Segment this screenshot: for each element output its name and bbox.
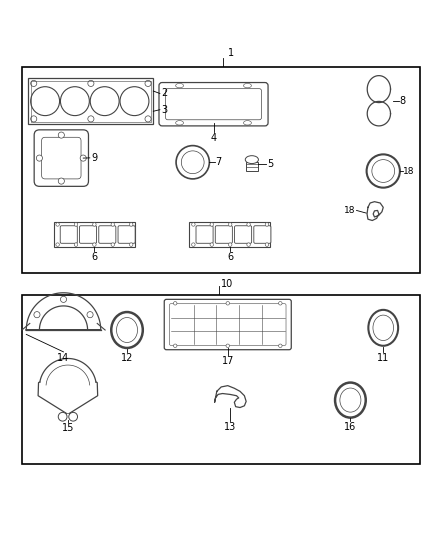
Circle shape	[93, 223, 96, 226]
Circle shape	[247, 223, 251, 226]
FancyBboxPatch shape	[99, 226, 116, 243]
Ellipse shape	[117, 318, 138, 343]
Text: 14: 14	[57, 353, 70, 363]
Circle shape	[58, 132, 64, 138]
Circle shape	[226, 344, 230, 348]
FancyBboxPatch shape	[60, 226, 77, 243]
Text: 13: 13	[224, 422, 236, 432]
Text: 9: 9	[91, 153, 97, 163]
Circle shape	[210, 223, 214, 226]
Text: 3: 3	[161, 104, 167, 115]
Circle shape	[265, 243, 269, 246]
Circle shape	[58, 413, 67, 421]
Circle shape	[229, 243, 232, 246]
Circle shape	[111, 243, 114, 246]
Circle shape	[367, 155, 400, 188]
Ellipse shape	[245, 156, 258, 164]
FancyBboxPatch shape	[254, 226, 271, 243]
Circle shape	[247, 243, 251, 246]
Bar	[246, 162, 258, 171]
Circle shape	[192, 243, 195, 246]
Ellipse shape	[176, 120, 184, 125]
Ellipse shape	[368, 310, 398, 346]
Bar	[189, 222, 270, 247]
FancyBboxPatch shape	[118, 226, 135, 243]
Circle shape	[74, 223, 78, 226]
Circle shape	[279, 344, 282, 348]
Circle shape	[69, 413, 78, 421]
Text: 11: 11	[377, 353, 389, 363]
Ellipse shape	[335, 383, 366, 418]
Circle shape	[36, 155, 42, 161]
Text: 6: 6	[91, 253, 97, 262]
Circle shape	[192, 223, 195, 226]
FancyBboxPatch shape	[196, 226, 213, 243]
Bar	[22, 295, 420, 464]
Circle shape	[265, 223, 269, 226]
Circle shape	[279, 302, 282, 305]
Circle shape	[176, 146, 209, 179]
Circle shape	[129, 223, 133, 226]
Circle shape	[60, 296, 67, 302]
Text: 12: 12	[121, 353, 133, 363]
FancyBboxPatch shape	[80, 226, 96, 243]
Circle shape	[93, 243, 96, 246]
Circle shape	[58, 178, 64, 184]
Circle shape	[80, 155, 86, 161]
Circle shape	[372, 159, 395, 182]
Ellipse shape	[176, 84, 184, 88]
Ellipse shape	[244, 84, 251, 88]
Circle shape	[173, 302, 177, 305]
Bar	[31, 81, 151, 122]
Circle shape	[56, 243, 60, 246]
Circle shape	[74, 243, 78, 246]
Text: 6: 6	[227, 253, 233, 262]
Ellipse shape	[340, 388, 361, 412]
Circle shape	[56, 223, 60, 226]
Circle shape	[210, 243, 214, 246]
Bar	[53, 222, 135, 247]
FancyBboxPatch shape	[215, 226, 232, 243]
Text: 4: 4	[211, 133, 216, 143]
Text: 10: 10	[221, 279, 233, 289]
Text: 8: 8	[399, 96, 406, 107]
Circle shape	[87, 312, 93, 318]
Ellipse shape	[373, 315, 394, 341]
Ellipse shape	[244, 120, 251, 125]
Text: 16: 16	[344, 422, 357, 432]
Text: 17: 17	[222, 356, 234, 366]
Circle shape	[34, 312, 40, 318]
Text: 1: 1	[228, 49, 234, 59]
Bar	[28, 78, 153, 124]
Text: 18: 18	[403, 166, 415, 175]
Text: 18: 18	[344, 206, 355, 215]
Text: 2: 2	[161, 88, 167, 99]
Circle shape	[226, 302, 230, 305]
FancyBboxPatch shape	[159, 83, 268, 126]
Circle shape	[173, 344, 177, 348]
Circle shape	[181, 151, 204, 174]
Text: 5: 5	[267, 159, 273, 168]
FancyBboxPatch shape	[164, 300, 291, 350]
Circle shape	[129, 243, 133, 246]
Circle shape	[111, 223, 114, 226]
Ellipse shape	[111, 312, 143, 348]
Text: 7: 7	[215, 157, 222, 167]
Circle shape	[229, 223, 232, 226]
FancyBboxPatch shape	[234, 226, 251, 243]
Text: 15: 15	[62, 423, 74, 433]
FancyBboxPatch shape	[34, 130, 88, 187]
Bar	[22, 67, 420, 273]
